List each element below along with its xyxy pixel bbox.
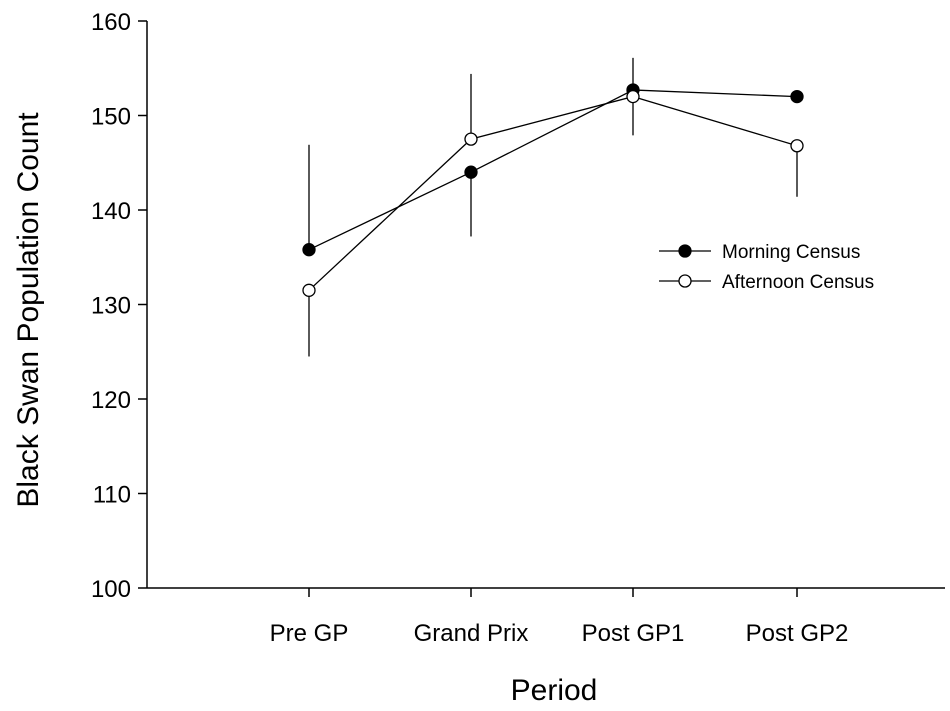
- y-tick-label: 160: [91, 9, 131, 36]
- x-tick-label: Post GP1: [582, 620, 685, 647]
- series-line-afternoon: [308, 95, 798, 291]
- data-point-afternoon: [790, 139, 804, 153]
- series-markers: [302, 83, 804, 297]
- axes: 100 110 120 130 140 150 160 Pre GP Grand Prix Pos…: [91, 9, 945, 647]
- y-tick-label: 130: [91, 293, 131, 320]
- x-tick-label: Pre GP: [270, 620, 349, 647]
- x-tick-label: Grand Prix: [414, 620, 529, 647]
- x-axis-title: Period: [511, 674, 598, 706]
- y-tick-label: 100: [91, 576, 131, 603]
- error-bars: [308, 57, 798, 357]
- data-point-morning: [464, 165, 478, 179]
- y-tick-label: 150: [91, 104, 131, 131]
- data-point-afternoon: [302, 283, 316, 297]
- legend-marker: [678, 244, 692, 258]
- data-point-morning: [790, 89, 804, 104]
- y-tick-label: 140: [91, 198, 131, 225]
- legend-marker: [678, 274, 692, 288]
- data-point-morning: [302, 243, 316, 257]
- series-lines: [308, 89, 798, 291]
- legend: Morning Census Afternoon Census: [659, 242, 874, 293]
- legend-label: Morning Census: [722, 242, 860, 263]
- y-tick-label: 110: [93, 482, 131, 509]
- x-tick-label: Post GP2: [746, 620, 849, 647]
- y-tick-label: 120: [91, 387, 131, 414]
- legend-label: Afternoon Census: [722, 272, 874, 293]
- series-line-morning: [308, 89, 798, 251]
- y-axis-title: Black Swan Population Count: [12, 112, 45, 508]
- data-point-afternoon: [626, 89, 640, 104]
- data-point-afternoon: [464, 132, 478, 146]
